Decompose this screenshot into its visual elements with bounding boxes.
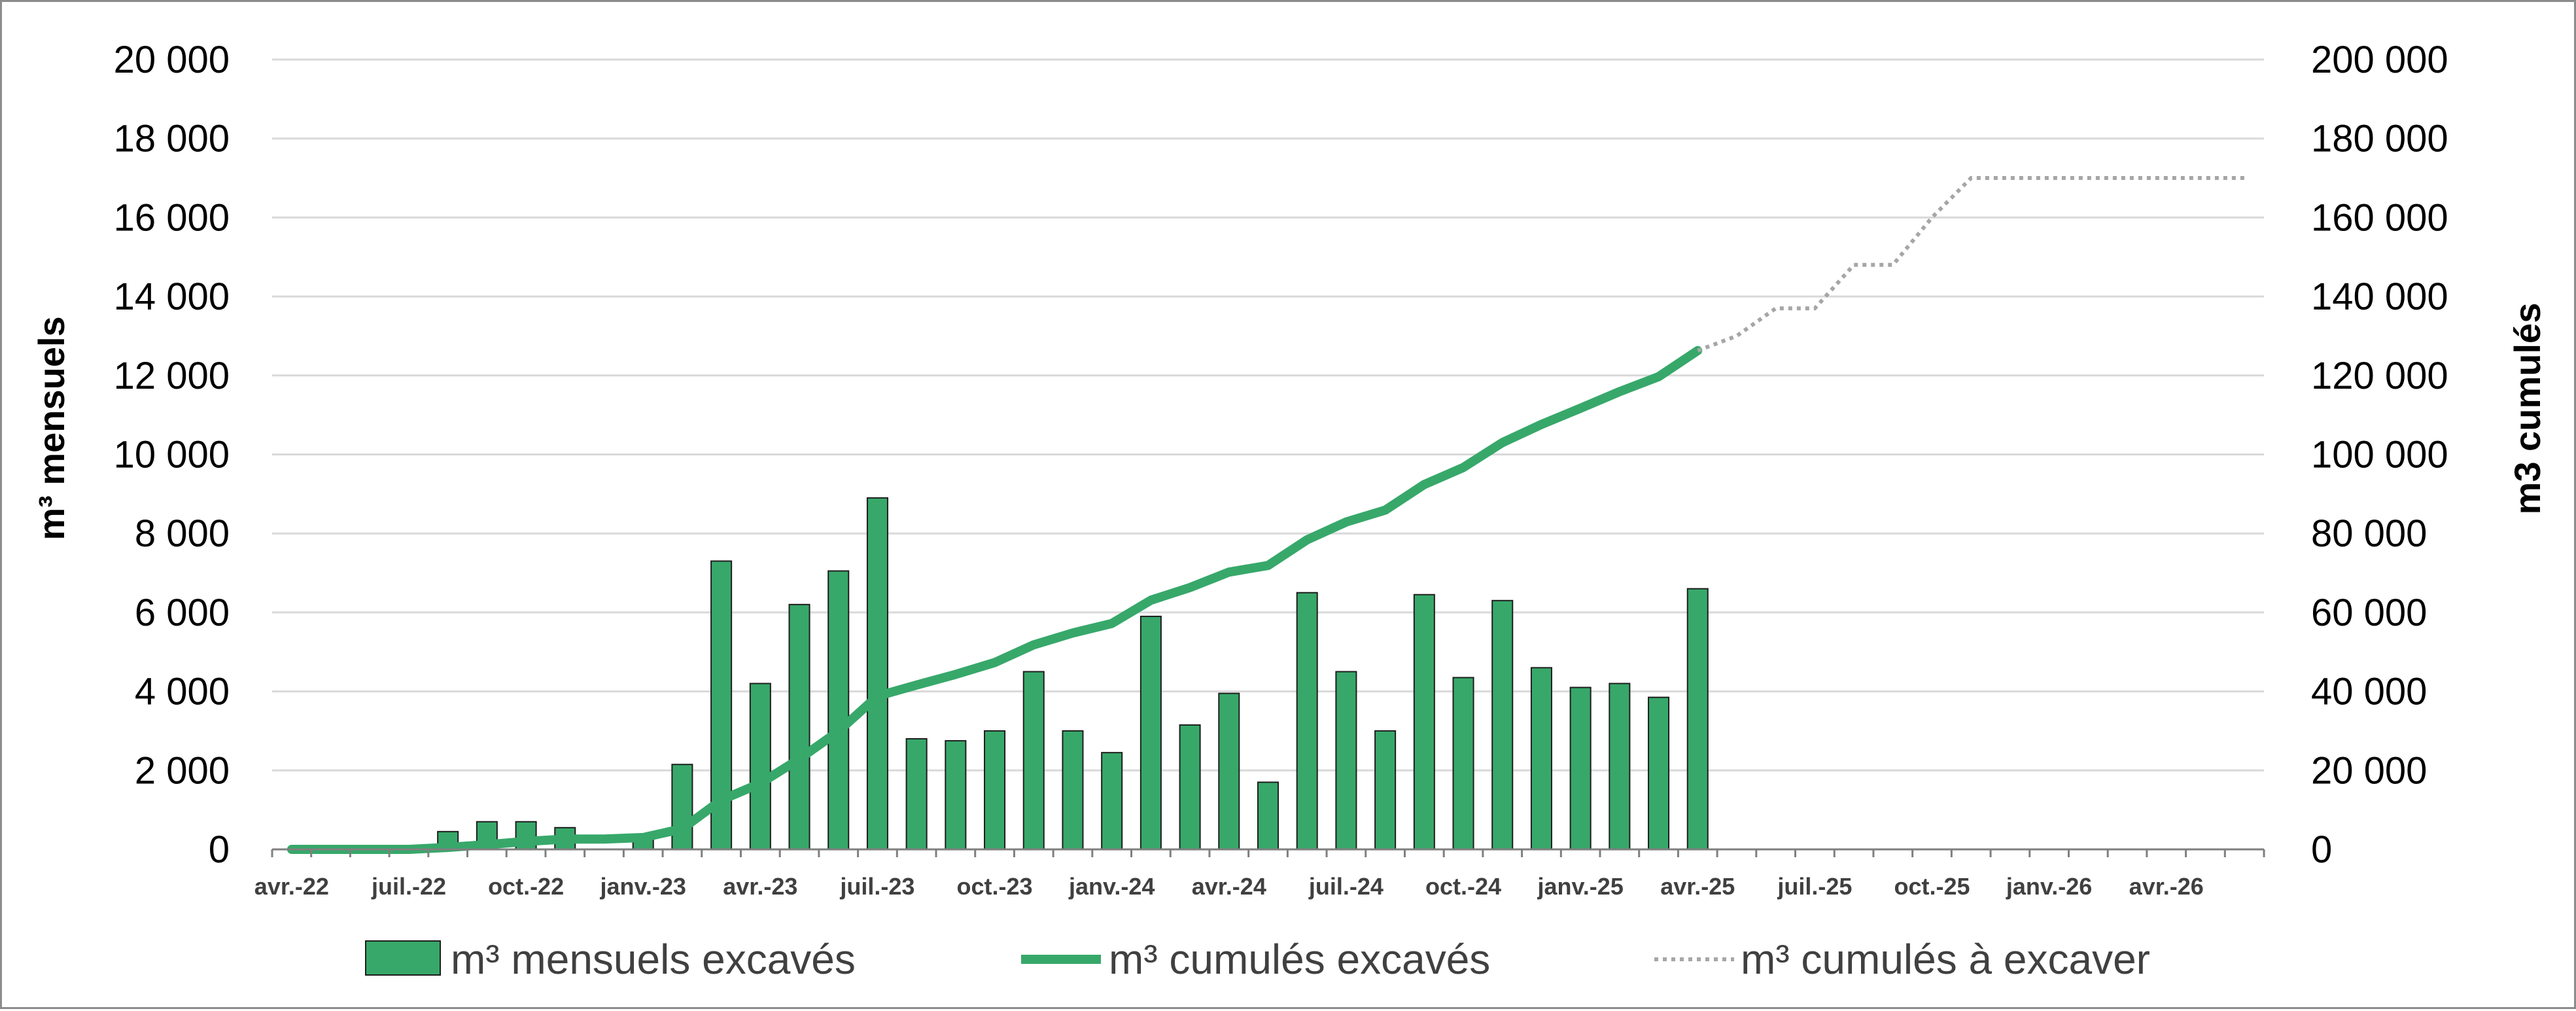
gridlines	[272, 58, 2264, 772]
monthly-bar	[1218, 692, 1240, 851]
x-axis-tick-label: juil.-24	[1308, 873, 1384, 900]
monthly-bar	[1569, 686, 1592, 850]
left-axis-tick-label: 4 000	[135, 671, 230, 713]
left-axis-tick-label: 20 000	[114, 39, 230, 81]
left-axis-tick-label: 2 000	[135, 749, 230, 792]
x-axis-tick-label: juil.-23	[839, 873, 914, 900]
right-axis-tick-label: 120 000	[2311, 355, 2448, 397]
x-axis-tick-label: oct.-23	[957, 873, 1033, 900]
monthly-bar	[1296, 592, 1318, 850]
left-axis-tick-label: 16 000	[114, 196, 230, 239]
x-axis-tick-label: avr.-24	[1192, 873, 1266, 900]
monthly-bar	[1335, 671, 1357, 850]
x-axis-tick-label: janv.-24	[1068, 873, 1155, 900]
right-axis-tick-label: 20 000	[2311, 749, 2427, 792]
x-axis-tick-label: avr.-23	[723, 873, 797, 900]
x-axis-tick-label: avr.-25	[1660, 873, 1735, 900]
monthly-bar	[866, 497, 888, 850]
legend-label-monthly: m³ mensuels excavés	[451, 936, 856, 983]
x-axis-tick-label: janv.-25	[1537, 873, 1623, 900]
cumulative-to-excavate-line	[1697, 176, 2245, 353]
monthly-bar	[1491, 599, 1514, 850]
x-axis-tick-label: juil.-22	[371, 873, 446, 900]
x-axis-tick-label: janv.-23	[600, 873, 686, 900]
x-axis-tick-label: janv.-26	[2006, 873, 2092, 900]
x-axis-tick-label: juil.-25	[1777, 873, 1852, 900]
right-axis-tick-label: 140 000	[2311, 275, 2448, 318]
monthly-bar	[1179, 724, 1201, 850]
monthly-bar	[1257, 781, 1279, 851]
monthly-bar	[1452, 677, 1474, 851]
monthly-bar	[1648, 696, 1670, 850]
right-axis-tick-label: 200 000	[2311, 39, 2448, 81]
monthly-bar	[945, 740, 967, 850]
x-axis-tick-label: oct.-25	[1894, 873, 1970, 900]
left-axis-tick-label: 12 000	[114, 355, 230, 397]
axes: 0 0 2 000 20 000 4 000 40 000 6 000 60 000 8 000…	[31, 39, 2548, 900]
left-axis-tick-label: 6 000	[135, 592, 230, 634]
right-axis-tick-label: 180 000	[2311, 118, 2448, 160]
cumulative-lines	[287, 176, 2245, 854]
left-axis-tick-label: 10 000	[114, 434, 230, 476]
monthly-bar	[1686, 588, 1709, 850]
left-axis-tick-label: 0	[209, 828, 230, 871]
monthly-bar	[1413, 594, 1435, 850]
x-axis-tick-label: oct.-24	[1425, 873, 1501, 900]
right-axis-tick-label: 0	[2311, 828, 2332, 871]
cumulative-excavated-line	[287, 346, 1703, 854]
right-axis-tick-label: 80 000	[2311, 512, 2427, 555]
left-axis-title: m³ mensuels	[31, 316, 72, 540]
monthly-bar	[827, 570, 850, 850]
legend: m³ mensuels excavés m³ cumulés excavés m³ …	[365, 936, 2150, 983]
left-axis-tick-label: 14 000	[114, 275, 230, 318]
monthly-bar	[984, 730, 1006, 850]
legend-label-cumulative: m³ cumulés excavés	[1109, 936, 1490, 983]
legend-label-forecast: m³ cumulés à excaver	[1741, 936, 2150, 983]
legend-swatch-monthly-bars	[365, 940, 441, 976]
right-axis-tick-label: 60 000	[2311, 592, 2427, 634]
x-axis-tick-label: avr.-22	[254, 873, 329, 900]
right-axis-tick-label: 100 000	[2311, 434, 2448, 476]
left-axis-tick-label: 18 000	[114, 118, 230, 160]
monthly-bars	[437, 497, 1709, 851]
x-axis-tick-label: oct.-22	[488, 873, 564, 900]
right-axis-tick-label: 160 000	[2311, 196, 2448, 239]
monthly-bar	[671, 764, 693, 851]
monthly-bar	[1022, 671, 1045, 850]
monthly-bar	[788, 603, 810, 851]
monthly-bar	[749, 683, 771, 851]
monthly-bar	[1101, 752, 1123, 850]
monthly-bar	[1062, 730, 1084, 850]
monthly-bar	[1609, 683, 1631, 851]
monthly-bar	[1530, 667, 1552, 850]
monthly-bar	[1140, 615, 1162, 850]
right-axis-tick-label: 40 000	[2311, 671, 2427, 713]
left-axis-tick-label: 8 000	[135, 512, 230, 555]
right-axis-title: m3 cumulés	[2507, 303, 2548, 515]
monthly-bar	[905, 738, 928, 851]
monthly-bar	[1374, 730, 1397, 850]
x-axis-tick-label: avr.-26	[2129, 873, 2204, 900]
